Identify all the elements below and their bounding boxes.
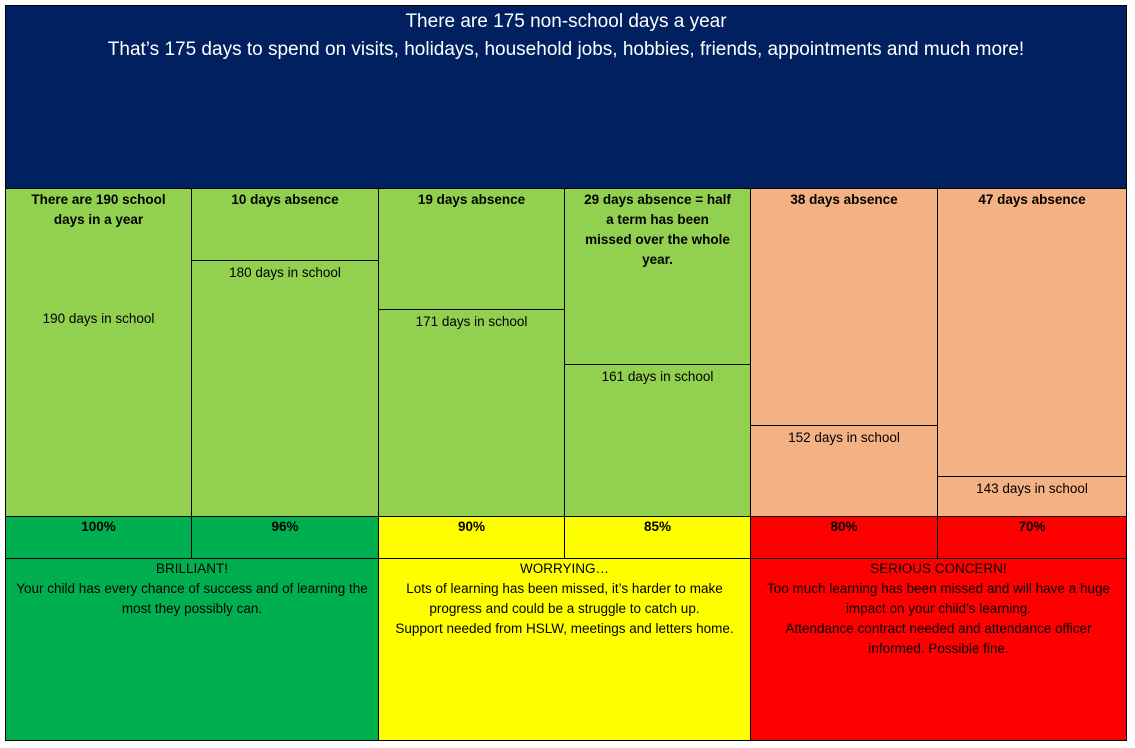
days-in-school-label: 152 days in school [788,430,900,445]
column-19-days-absence: 19 days absence 171 days in school [379,188,565,516]
header-line-2: That’s 175 days to spend on visits, holi… [107,39,1025,60]
absence-divider [379,309,564,310]
days-in-school-label: 190 days in school [42,311,155,326]
attendance-sheet: There are 175 non-school days a year Tha… [5,5,1127,741]
band-text-2: Support needed from HSLW, meetings and l… [395,621,734,636]
header-line-1: There are 175 non-school days a year [405,11,727,32]
column-29-days-absence: 29 days absence = half a term has been m… [565,188,751,516]
band-text-2: Attendance contract needed and attendanc… [785,621,1092,656]
absence-divider [565,364,750,365]
band-title: SERIOUS CONCERN! [870,561,1007,576]
column-190-days: There are 190 school days in a year 190 … [6,188,192,516]
column-title: 47 days absence [978,192,1086,207]
band-text: Lots of learning has been missed, it’s h… [406,581,723,616]
attendance-percent-96: 96% [192,516,379,558]
band-serious-concern: SERIOUS CONCERN! Too much learning has b… [751,558,1126,740]
band-worrying: WORRYING… Lots of learning has been miss… [379,558,751,740]
days-in-school-label: 180 days in school [229,265,341,280]
column-title: 10 days absence [231,192,339,207]
band-title: BRILLIANT! [155,561,229,576]
absence-divider [751,425,937,426]
band-text: Too much learning has been missed and wi… [767,581,1110,616]
band-brilliant: BRILLIANT! Your child has every chance o… [6,558,379,740]
days-in-school-label: 161 days in school [601,369,714,384]
attendance-percent-70: 70% [938,516,1126,558]
band-text: Your child has every chance of success a… [16,581,368,616]
attendance-percent-90: 90% [379,516,565,558]
absence-divider [938,476,1126,477]
column-10-days-absence: 10 days absence 180 days in school [192,188,379,516]
attendance-percent-80: 80% [751,516,938,558]
column-38-days-absence: 38 days absence 152 days in school [751,188,938,516]
column-title: There are 190 school days in a year [31,192,166,227]
band-title: WORRYING… [519,561,609,576]
header-banner: There are 175 non-school days a year Tha… [6,6,1126,188]
attendance-percent-85: 85% [565,516,751,558]
column-title: 38 days absence [790,192,898,207]
column-title: 19 days absence [417,192,526,207]
column-47-days-absence: 47 days absence 143 days in school [938,188,1126,516]
attendance-percent-100: 100% [6,516,192,558]
column-title: 29 days absence = half a term has been m… [584,192,731,267]
days-in-school-label: 143 days in school [976,481,1088,496]
absence-divider [192,260,378,261]
days-in-school-label: 171 days in school [415,314,528,329]
